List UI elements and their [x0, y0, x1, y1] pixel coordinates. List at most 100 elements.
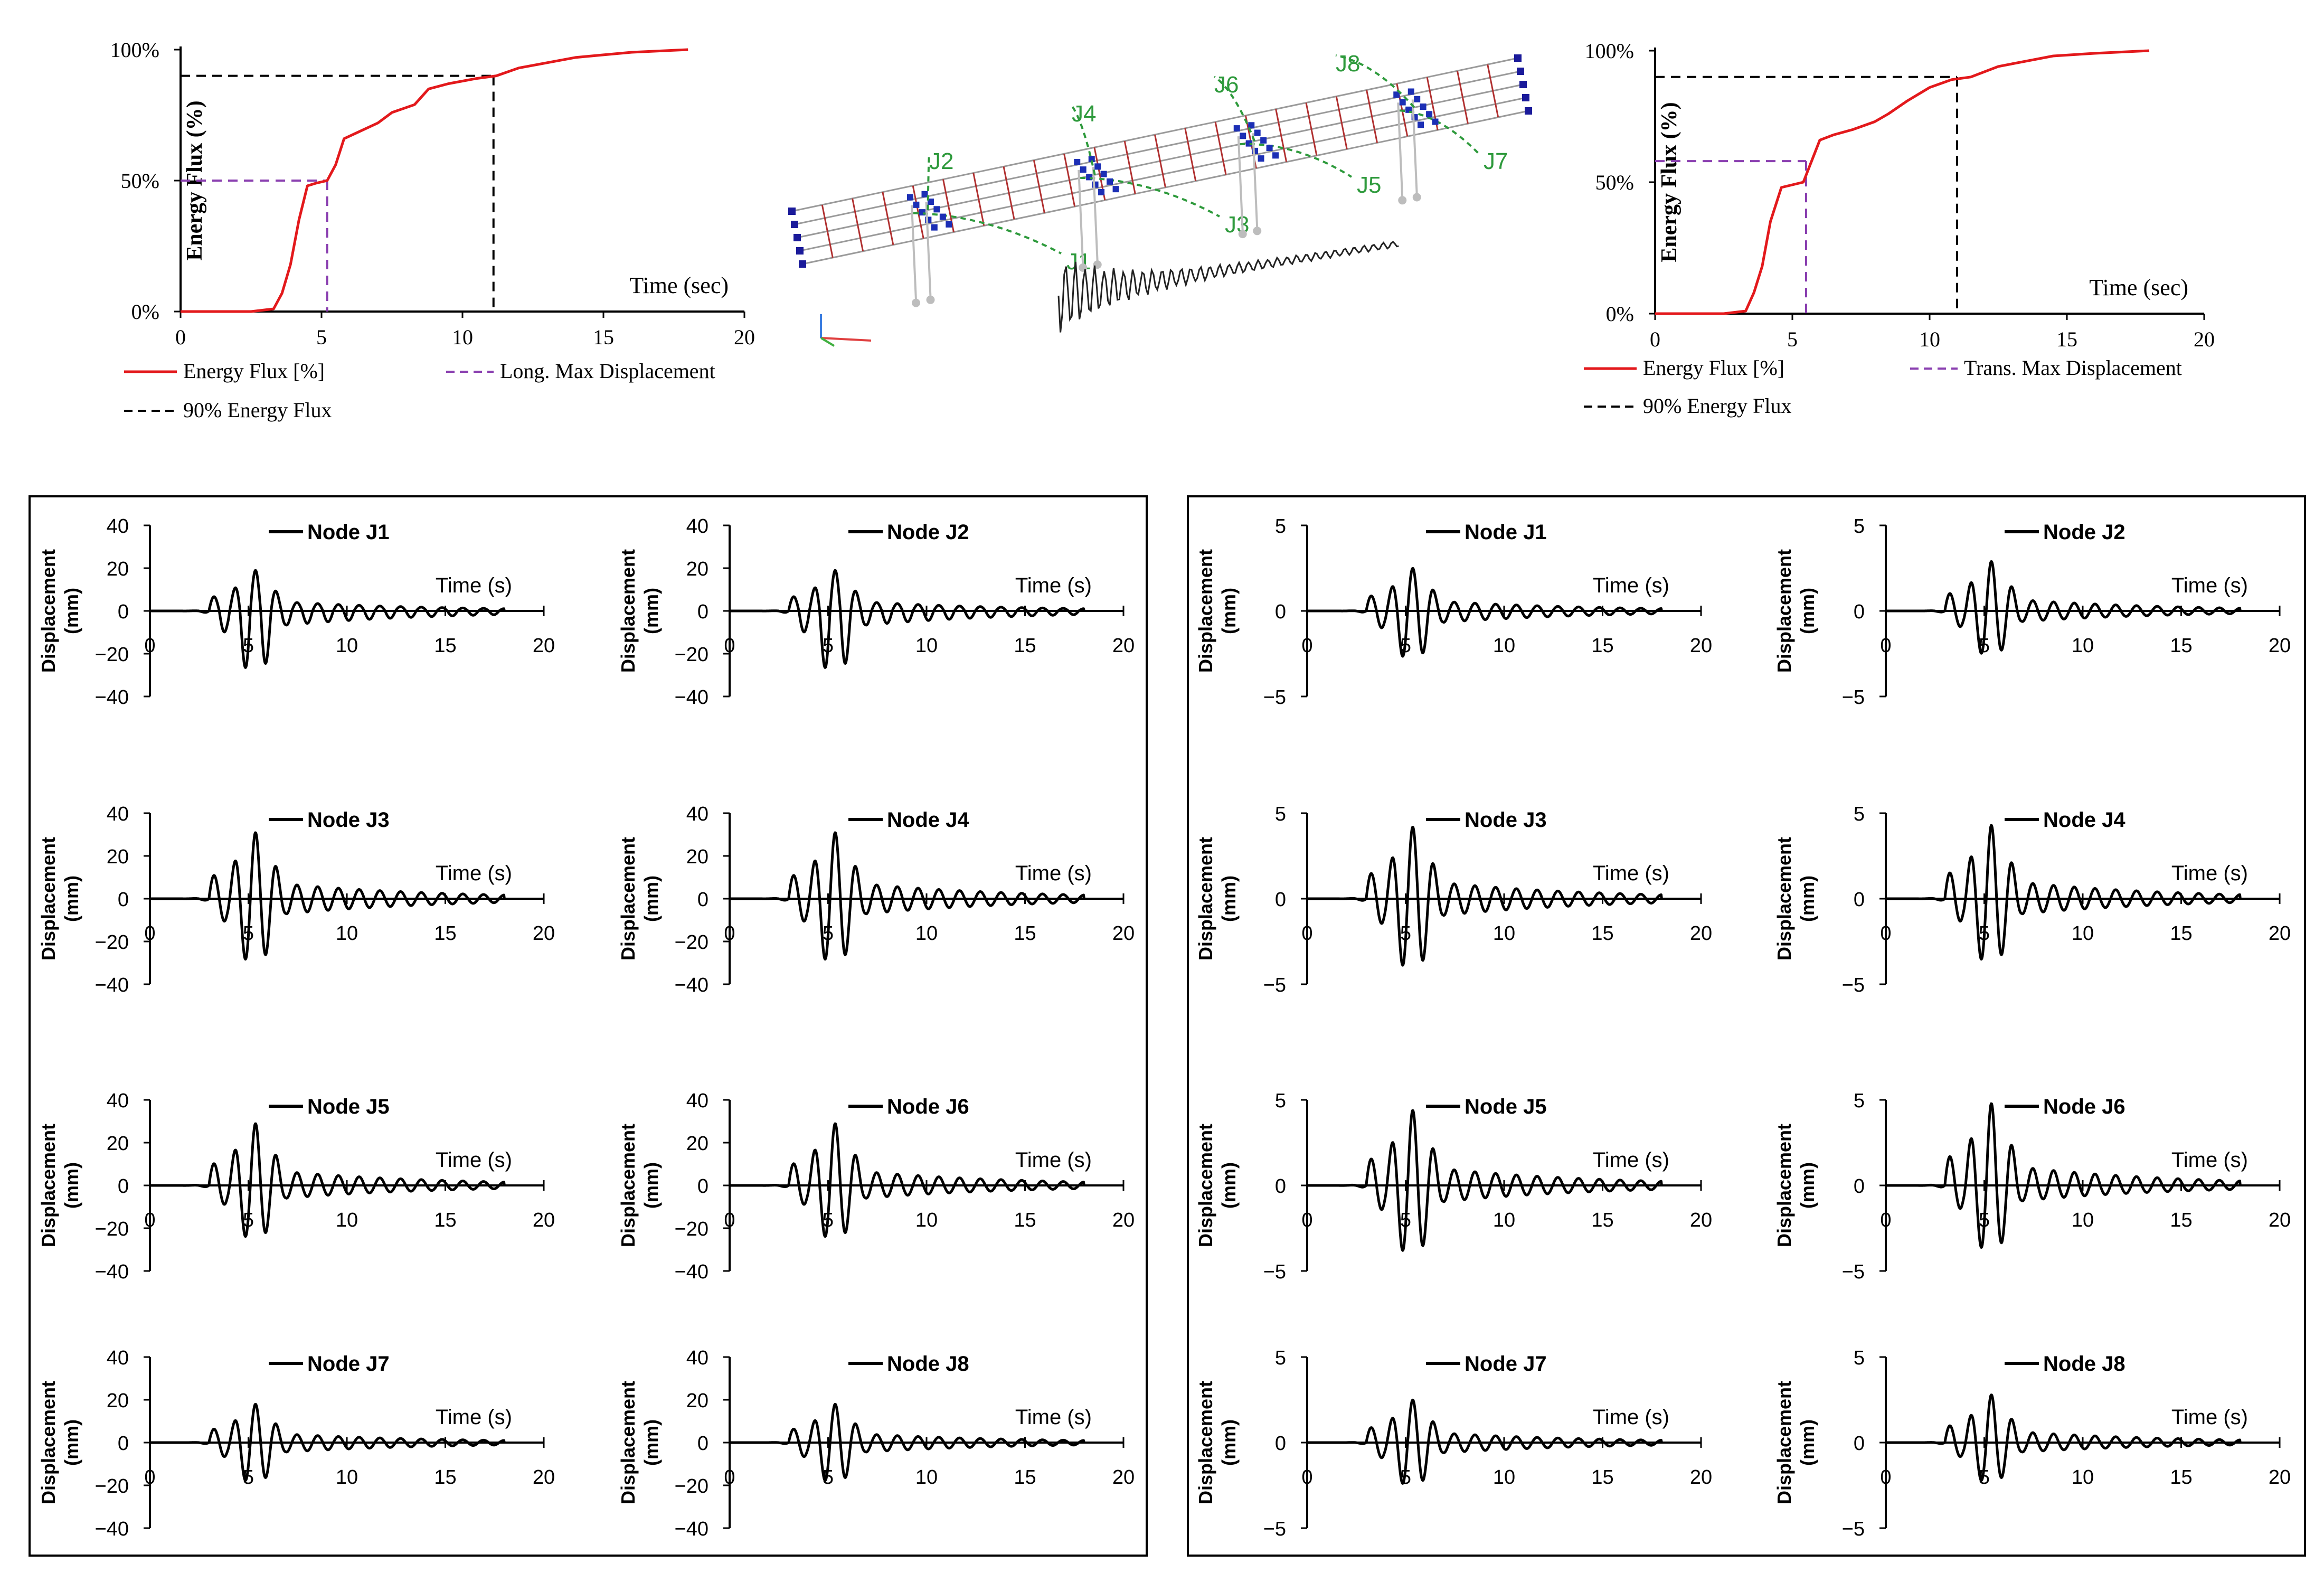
y-tick-label: 0%	[131, 300, 159, 324]
y-tick-label: −40	[95, 1261, 129, 1283]
pier-line	[1252, 133, 1259, 229]
x-tick-label: 15	[434, 1209, 456, 1231]
deck-cross-member	[1184, 128, 1197, 182]
x-axis-label: Time (s)	[1593, 862, 1669, 885]
x-tick-label: 10	[1919, 327, 1940, 351]
x-axis-label: Time (sec)	[2089, 275, 2188, 300]
x-axis-label: Time (s)	[436, 574, 512, 597]
displacement-series	[149, 1402, 506, 1482]
joint-node-marker	[1107, 178, 1113, 185]
joint-node-marker	[1272, 152, 1279, 159]
joint-node-marker	[939, 213, 946, 220]
x-tick-label: 15	[1014, 1466, 1036, 1489]
y-tick-label: 100%	[110, 38, 159, 62]
y-tick-label: −40	[95, 1518, 129, 1540]
displacement-series	[1306, 567, 1663, 658]
longitudinal-group-frame	[29, 495, 1148, 1557]
y-tick-label: 20	[686, 846, 708, 868]
deck-cross-member	[821, 204, 834, 258]
x-tick-label: 20	[1112, 1209, 1135, 1231]
end-node-marker	[796, 247, 804, 255]
y-tick-label: −5	[1263, 1518, 1286, 1540]
y-tick-label: −20	[675, 644, 708, 666]
y-tick-label: −5	[1263, 686, 1286, 709]
x-axis-label: Time (s)	[1593, 1406, 1669, 1429]
x-tick-label: 0	[175, 325, 186, 349]
deck-cross-member	[1335, 96, 1348, 149]
x-tick-label: 15	[1591, 1209, 1613, 1231]
y-axis-label: Displacement(mm)	[37, 549, 82, 673]
y-tick-label: 40	[686, 803, 708, 825]
y-axis-label-line1: Displacement	[37, 1381, 59, 1504]
y-tick-label: 40	[686, 1090, 708, 1112]
x-tick-label: 0	[1880, 635, 1891, 657]
deck-cross-member	[1123, 140, 1136, 194]
transverse-group-frame	[1187, 495, 2306, 1557]
y-tick-label: 5	[1275, 803, 1286, 825]
axis-triad-horizontal	[820, 337, 872, 342]
x-tick-label: 10	[452, 325, 473, 349]
y-axis-label-line1: Displacement	[1195, 549, 1216, 673]
displacement-series	[1885, 1393, 2242, 1482]
joint-node-marker	[1100, 171, 1107, 177]
y-axis-label: Displacement(mm)	[1195, 837, 1240, 960]
y-axis-label-line2: (mm)	[1797, 588, 1818, 634]
y-tick-label: 40	[107, 803, 129, 825]
displacement-series	[1306, 1109, 1663, 1252]
displacement-series	[1885, 824, 2242, 961]
pier-line	[1092, 167, 1099, 262]
y-axis-label-line1: Displacement	[617, 1124, 639, 1247]
y-tick-label: 5	[1275, 515, 1286, 538]
node-leader-line	[1213, 76, 1256, 142]
y-axis-label: Displacement(mm)	[37, 1124, 82, 1247]
y-tick-label: 0	[1854, 1175, 1865, 1198]
y-axis-label: Displacement(mm)	[1773, 837, 1818, 960]
joint-node-marker	[933, 206, 940, 213]
deck-cross-member	[1487, 64, 1499, 118]
x-tick-label: 10	[2072, 922, 2094, 945]
x-tick-label: 0	[1880, 922, 1891, 945]
node-label-j2: J2	[929, 148, 953, 174]
y-axis-label-line2: (mm)	[61, 875, 82, 922]
node-leader-line	[1071, 105, 1096, 175]
y-axis-label: Displacement(mm)	[617, 837, 662, 960]
y-tick-label: −20	[675, 1218, 708, 1240]
end-node-marker	[793, 234, 801, 241]
x-tick-label: 0	[724, 1209, 735, 1231]
y-tick-label: 0	[118, 1433, 129, 1455]
end-node-marker	[1522, 94, 1529, 101]
y-axis-label-line1: Displacement	[1773, 1124, 1795, 1247]
x-tick-label: 15	[434, 922, 456, 945]
energy-chart-long: 0 5 10 15 200%50%100%Time (sec)Energy Flux (…	[110, 38, 755, 422]
y-tick-label: 40	[686, 1347, 708, 1369]
legend-label: Node J4	[2043, 808, 2125, 832]
legend-label: Node J7	[307, 1352, 390, 1376]
y-axis-label-line2: (mm)	[640, 875, 662, 922]
node-label-j1: J1	[1066, 249, 1091, 275]
y-axis-label-line2: (mm)	[640, 1419, 662, 1466]
y-tick-label: 20	[107, 1133, 129, 1155]
x-tick-label: 20	[2269, 635, 2291, 657]
x-axis-label: Time (s)	[436, 1148, 512, 1172]
energy-flux-curve	[181, 48, 688, 313]
deck-cross-member	[972, 173, 985, 226]
y-axis-label: Displacement(mm)	[1195, 549, 1240, 673]
y-tick-label: −5	[1842, 1518, 1865, 1540]
joint-node-marker	[1080, 166, 1087, 173]
pier-line	[925, 202, 932, 297]
joint-node-marker	[927, 199, 934, 205]
y-tick-label: 5	[1854, 515, 1865, 538]
y-axis-label: Displacement(mm)	[617, 549, 662, 673]
deck-cross-member	[1305, 102, 1318, 156]
y-axis-label: Displacement(mm)	[1773, 549, 1818, 673]
x-axis-label: Time (s)	[1015, 862, 1092, 885]
y-tick-label: 0	[697, 889, 708, 911]
joint-node-marker	[931, 224, 938, 231]
y-axis-label-line1: Displacement	[617, 1381, 639, 1504]
y-tick-label: 5	[1854, 1090, 1865, 1112]
